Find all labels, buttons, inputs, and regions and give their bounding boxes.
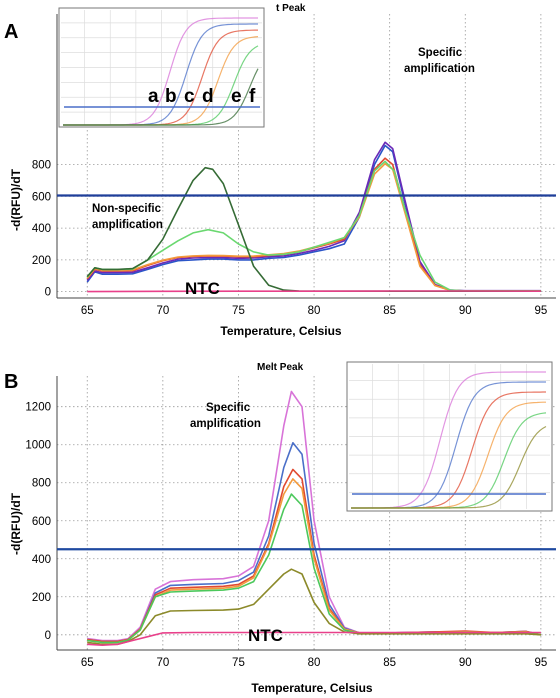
inset-letter-d: d [202, 86, 214, 107]
panel-b-ylabel: -d(RFU)/dT [9, 492, 23, 555]
inset-a-curve-6 [63, 68, 259, 126]
panel-b-ytick-label: 1000 [25, 440, 51, 452]
inset-letter-c: c [184, 86, 195, 107]
annotation-ntc-a: NTC [185, 279, 220, 298]
panel-a-ytick-label: 400 [32, 223, 51, 235]
panel-a-xtick-label: 90 [459, 305, 472, 317]
panel-b-ytick-label: 1200 [25, 402, 51, 414]
panel-b-xtick-label: 65 [81, 657, 94, 669]
panel-a-inset: a b c d e f [58, 7, 265, 128]
panel-a-xtick-label: 80 [308, 305, 321, 317]
inset-letter-e: e [231, 86, 242, 107]
annotation-specific-a-line2: amplification [404, 63, 475, 75]
panel-b: B Melt Peak 65 70 75 80 85 90 95 0 200 400 600 800 1… [4, 361, 556, 695]
panel-b-xlabel: Temperature, Celsius [251, 681, 372, 695]
panel-a-xtick-label: 65 [81, 305, 94, 317]
panel-b-xtick-label: 95 [534, 657, 547, 669]
panel-a-xlabel: Temperature, Celsius [220, 324, 341, 338]
panel-b-xtick-label: 75 [232, 657, 245, 669]
annotation-specific-b-line1: Specific [206, 402, 251, 414]
panel-a-ytick-label: 200 [32, 255, 51, 267]
panel-b-ytick-label: 800 [32, 478, 51, 490]
panel-b-ticks: 65 70 75 80 85 90 95 0 200 400 600 800 1000 1200 [25, 402, 547, 669]
panel-b-xtick-label: 70 [156, 657, 169, 669]
panel-b-series [87, 390, 542, 646]
panel-b-xtick-label: 90 [459, 657, 472, 669]
panel-a: A t Peak 65 70 75 80 85 90 95 0 200 400 600 800 Tem… [4, 3, 556, 338]
panel-b-ytick-label: 600 [32, 516, 51, 528]
annotation-nonspecific-line1: Non-specific [92, 203, 162, 215]
panel-a-label: A [4, 21, 18, 43]
panel-b-inset [346, 361, 553, 512]
annotation-specific-b-line2: amplification [190, 418, 261, 430]
panel-a-ytick-label: 600 [32, 191, 51, 203]
annotation-specific-a-line1: Specific [418, 47, 463, 59]
inset-letter-b: b [165, 86, 177, 107]
annotation-ntc-b: NTC [248, 626, 283, 645]
panel-a-ytick-label: 0 [45, 287, 51, 299]
panel-a-title: t Peak [276, 3, 306, 14]
panel-a-xtick-label: 70 [156, 305, 169, 317]
panel-b-series-line-6 [87, 568, 541, 646]
panel-b-xtick-label: 85 [383, 657, 396, 669]
panel-b-ytick-label: 400 [32, 554, 51, 566]
panel-a-xtick-label: 95 [534, 305, 547, 317]
panel-a-xtick-label: 85 [383, 305, 396, 317]
annotation-nonspecific-line2: amplification [92, 219, 163, 231]
panel-b-xtick-label: 80 [308, 657, 321, 669]
inset-letter-f: f [249, 86, 256, 107]
panel-a-series [86, 141, 541, 293]
panel-a-ytick-label: 800 [32, 160, 51, 172]
panel-b-series-line-7 [87, 631, 541, 646]
panel-b-label: B [4, 371, 18, 393]
panel-b-ytick-label: 200 [32, 592, 51, 604]
panel-b-ytick-label: 0 [45, 630, 51, 642]
inset-b-curve-6 [351, 425, 547, 509]
panel-a-xtick-label: 75 [232, 305, 245, 317]
inset-b-curves [351, 371, 547, 509]
inset-letter-a: a [148, 86, 159, 107]
panel-b-title: Melt Peak [257, 362, 304, 373]
panel-a-ylabel: -d(RFU)/dT [9, 168, 23, 231]
inset-a-grid [61, 10, 262, 125]
panel-a-series-line-7 [87, 290, 541, 293]
panel-a-ticks: 65 70 75 80 85 90 95 0 200 400 600 800 [32, 160, 547, 317]
inset-a-curves [63, 17, 259, 126]
